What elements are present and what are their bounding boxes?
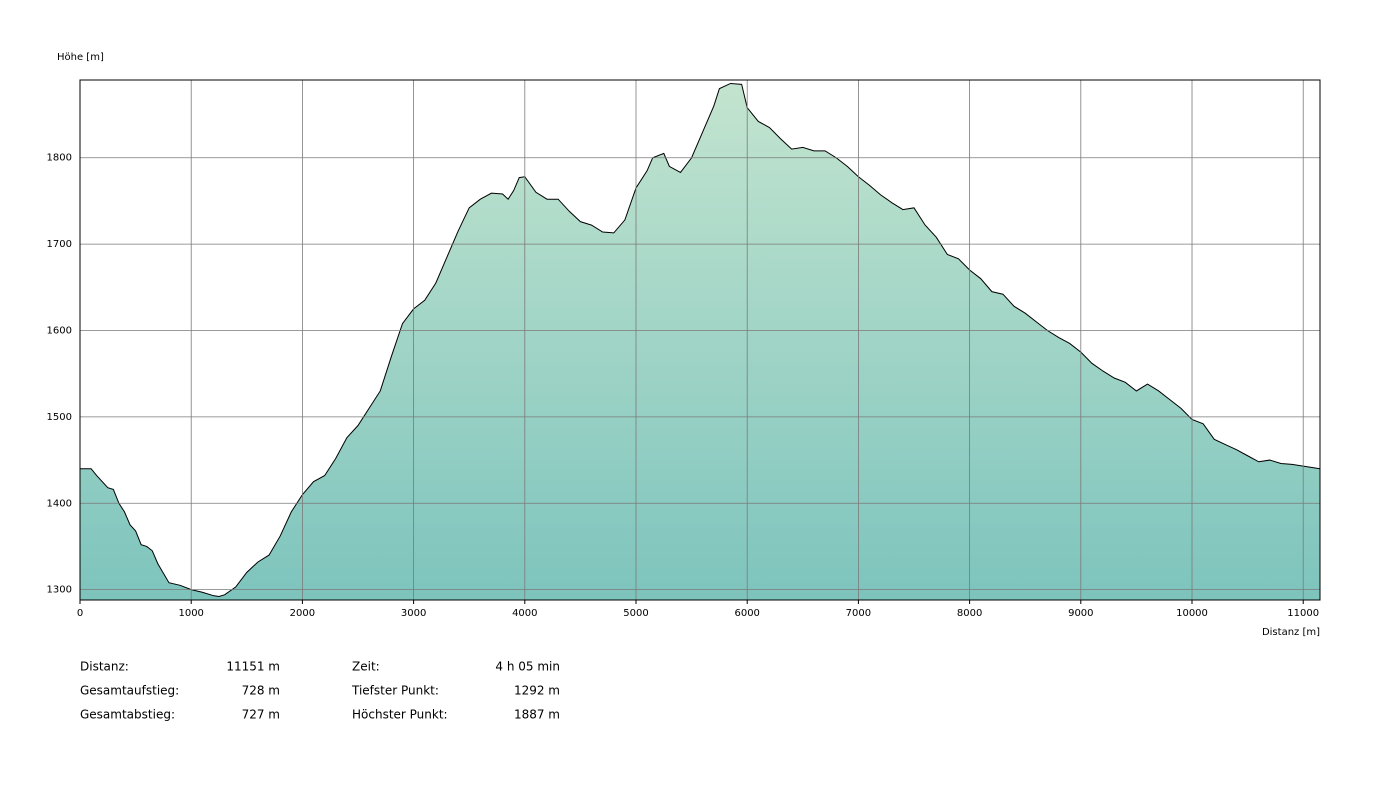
x-tick-label: 1000 bbox=[178, 608, 203, 619]
y-tick-label: 1700 bbox=[47, 239, 72, 250]
plot-frame bbox=[79, 79, 1321, 601]
y-tick-label: 1800 bbox=[47, 153, 72, 164]
x-tick-label: 7000 bbox=[846, 608, 871, 619]
y-tick-label: 1300 bbox=[47, 585, 72, 596]
x-tick-label: 0 bbox=[77, 608, 83, 619]
stat-value: 1292 m bbox=[514, 684, 560, 698]
x-tick-label: 11000 bbox=[1287, 608, 1319, 619]
stat-value: 728 m bbox=[242, 684, 280, 698]
stat-value: 1887 m bbox=[514, 708, 560, 722]
x-tick-label: 5000 bbox=[623, 608, 648, 619]
area-fill bbox=[80, 83, 1320, 600]
stat-value: 4 h 05 min bbox=[495, 660, 560, 674]
x-tick-label: 8000 bbox=[957, 608, 982, 619]
stat-label: Tiefster Punkt: bbox=[351, 684, 439, 698]
y-tick-label: 1500 bbox=[47, 412, 72, 423]
x-tick-label: 6000 bbox=[734, 608, 759, 619]
x-tick-label: 2000 bbox=[290, 608, 315, 619]
x-tick-label: 10000 bbox=[1176, 608, 1208, 619]
stat-label: Gesamtaufstieg: bbox=[80, 684, 179, 698]
x-tick-label: 4000 bbox=[512, 608, 537, 619]
x-axis-label: Distanz [m] bbox=[1262, 627, 1320, 638]
stat-label: Höchster Punkt: bbox=[352, 708, 448, 722]
x-tick-label: 9000 bbox=[1068, 608, 1093, 619]
elevation-line bbox=[80, 82, 1321, 598]
stat-label: Zeit: bbox=[352, 660, 380, 674]
y-tick-label: 1400 bbox=[47, 498, 72, 509]
stat-value: 11151 m bbox=[226, 660, 280, 674]
stat-value: 727 m bbox=[242, 708, 280, 722]
y-tick-label: 1600 bbox=[47, 325, 72, 336]
stat-label: Distanz: bbox=[80, 660, 129, 674]
x-tick-label: 3000 bbox=[401, 608, 426, 619]
stat-label: Gesamtabstieg: bbox=[80, 708, 175, 722]
y-axis-label: Höhe [m] bbox=[57, 52, 104, 63]
